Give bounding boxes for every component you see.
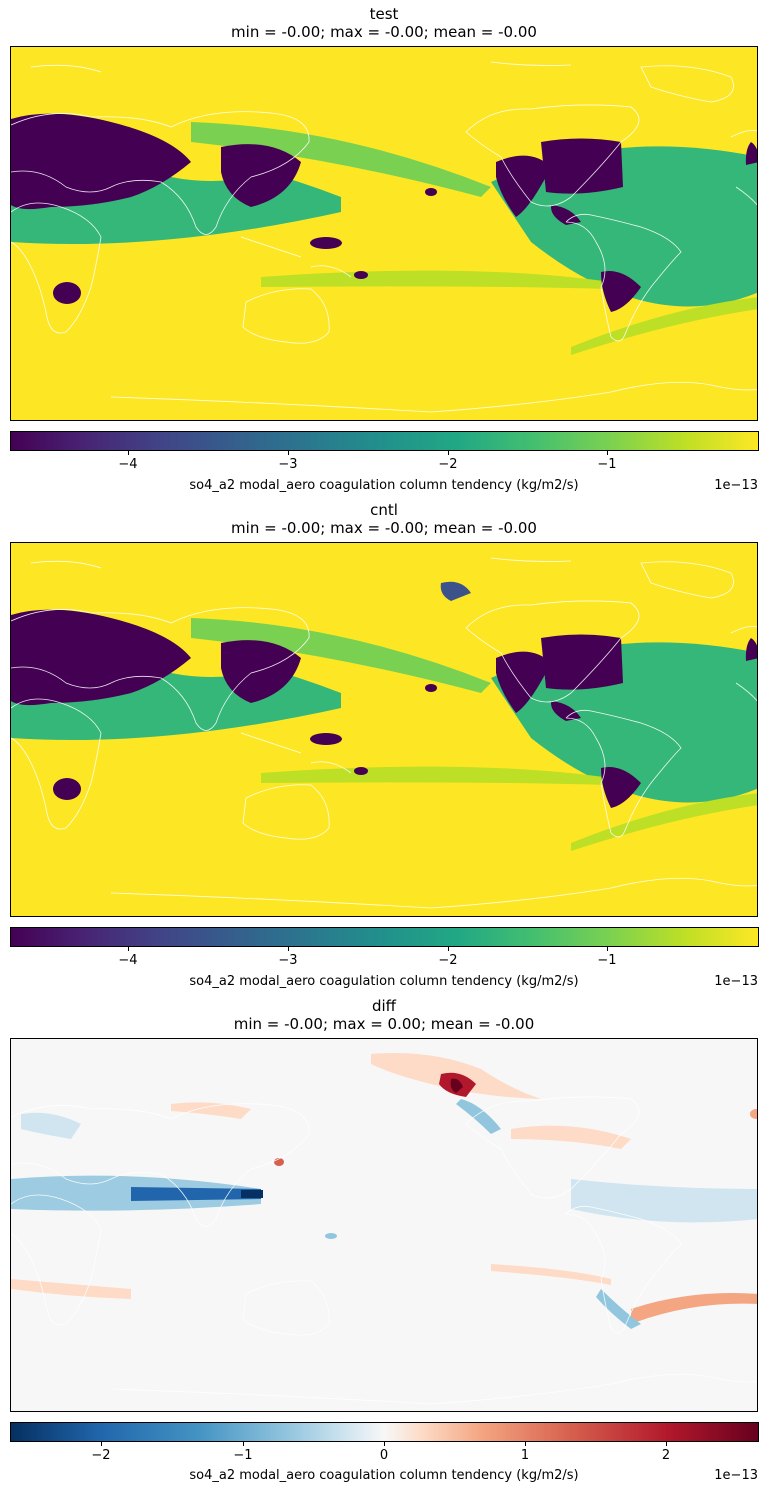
panel-cntl-stats: min = -0.00; max = -0.00; mean = -0.00 [231,519,537,537]
cntl-colorbar-ticks: −4 −3 −2 −1 [10,947,759,969]
test-tick-mark [448,451,449,455]
cntl-tick-mark [607,947,608,951]
test-tick-label: −4 [118,457,138,472]
test-tick-label: −2 [438,457,458,472]
diff-colorbar-ticks: −2 −1 0 1 2 [10,1442,759,1464]
cntl-tick-label: −2 [438,953,458,968]
panel-diff-map [10,1038,758,1412]
cntl-colorbar-label: so4_a2 modal_aero coagulation column ten… [189,974,579,989]
diff-colorbar-label: so4_a2 modal_aero coagulation column ten… [189,1468,579,1483]
diff-tick-mark [101,1442,102,1446]
panel-diff-stats: min = -0.00; max = 0.00; mean = -0.00 [233,1015,535,1033]
panel-cntl-map [10,542,758,917]
diff-tick-label: −1 [233,1448,253,1463]
panel-cntl-title: cntl [370,501,398,519]
test-tick-label: −1 [597,457,617,472]
cntl-tick-mark [448,947,449,951]
diff-tick-label: 1 [520,1448,530,1463]
cntl-tick-label: −4 [118,953,138,968]
diff-tick-mark [384,1442,385,1446]
test-tick-label: −3 [278,457,298,472]
diff-tick-mark [243,1442,244,1446]
diff-tick-label: −2 [91,1448,111,1463]
diff-tick-label: 2 [661,1448,671,1463]
cntl-tick-mark [288,947,289,951]
test-tick-mark [128,451,129,455]
test-map-field [11,47,757,420]
test-tick-mark [288,451,289,455]
diff-colorbar [10,1422,759,1442]
test-colorbar-label: so4_a2 modal_aero coagulation column ten… [189,478,579,493]
diff-tick-mark [666,1442,667,1446]
test-tick-mark [607,451,608,455]
diff-tick-mark [525,1442,526,1446]
cntl-tick-label: −3 [278,953,298,968]
cntl-colorbar [10,927,759,947]
test-colorbar [10,431,759,451]
cntl-tick-label: −1 [597,953,617,968]
diff-tick-label: 0 [379,1448,389,1463]
cntl-colorbar-exponent: 1e−13 [714,974,758,989]
panel-diff-title: diff [371,997,397,1015]
test-colorbar-exponent: 1e−13 [714,478,758,493]
cntl-map-field [11,543,757,916]
test-colorbar-ticks: −4 −3 −2 −1 [10,451,759,473]
panel-test-title: test [369,5,399,23]
panel-test-map [10,46,758,421]
panel-test-stats: min = -0.00; max = -0.00; mean = -0.00 [231,23,537,41]
cntl-tick-mark [128,947,129,951]
diff-map-field [11,1039,757,1411]
diff-colorbar-exponent: 1e−13 [714,1468,758,1483]
